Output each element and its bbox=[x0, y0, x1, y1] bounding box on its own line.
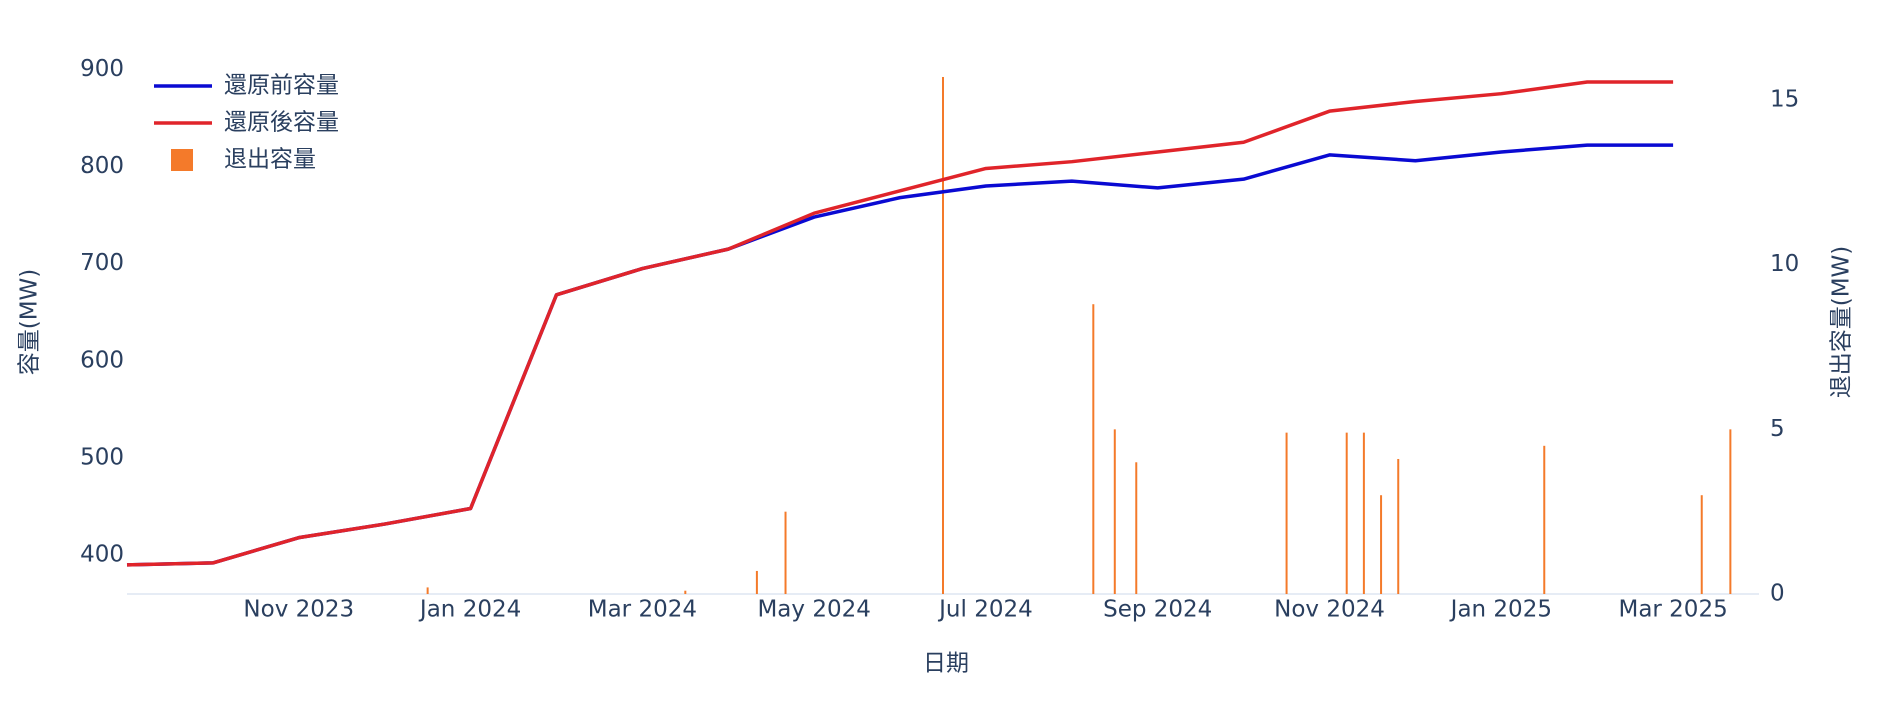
x-axis-title: 日期 bbox=[923, 651, 969, 677]
bar bbox=[1092, 304, 1095, 594]
line-series bbox=[126, 143, 1674, 567]
y2-tick-label: 15 bbox=[1770, 87, 1799, 113]
legend-label: 還原後容量 bbox=[224, 110, 339, 136]
bar bbox=[426, 587, 429, 594]
y2-tick-label: 0 bbox=[1770, 581, 1785, 607]
y-tick-label: 700 bbox=[80, 250, 124, 276]
y-tick-label: 500 bbox=[80, 444, 124, 470]
bar bbox=[1543, 445, 1546, 594]
bar bbox=[1345, 432, 1348, 594]
bar bbox=[1397, 458, 1400, 594]
bar bbox=[755, 570, 758, 594]
y-tick-label: 400 bbox=[80, 542, 124, 568]
line-series bbox=[126, 80, 1674, 567]
bar bbox=[942, 76, 944, 594]
bar bbox=[1700, 495, 1703, 594]
y-tick-label: 800 bbox=[80, 153, 124, 179]
bar bbox=[1729, 429, 1732, 594]
x-tick-label: Mar 2025 bbox=[1618, 597, 1727, 623]
x-tick-label: Mar 2024 bbox=[588, 597, 697, 623]
y-tick-label: 600 bbox=[80, 347, 124, 373]
bar bbox=[1380, 495, 1383, 594]
bar bbox=[1135, 462, 1138, 594]
bar bbox=[1362, 432, 1365, 594]
legend-label: 退出容量 bbox=[224, 147, 316, 173]
y2-tick-label: 10 bbox=[1770, 251, 1799, 277]
bar bbox=[684, 590, 687, 594]
y2-tick-label: 5 bbox=[1770, 416, 1785, 442]
bar bbox=[1285, 432, 1288, 594]
legend-label: 還原前容量 bbox=[224, 73, 339, 99]
x-tick-label: Jul 2024 bbox=[937, 597, 1033, 623]
legend-swatch bbox=[171, 149, 193, 171]
x-tick-label: Jan 2025 bbox=[1449, 597, 1552, 623]
x-tick-label: Nov 2023 bbox=[243, 597, 354, 623]
y2-axis-title: 退出容量(MW) bbox=[1829, 246, 1855, 399]
bar bbox=[1113, 429, 1116, 594]
bar bbox=[784, 511, 787, 594]
x-tick-label: May 2024 bbox=[757, 597, 870, 623]
y-tick-label: 900 bbox=[80, 56, 124, 82]
y-axis-title: 容量(MW) bbox=[17, 269, 43, 376]
x-tick-label: Nov 2024 bbox=[1274, 597, 1385, 623]
x-tick-label: Sep 2024 bbox=[1103, 597, 1212, 623]
x-tick-label: Jan 2024 bbox=[418, 597, 521, 623]
